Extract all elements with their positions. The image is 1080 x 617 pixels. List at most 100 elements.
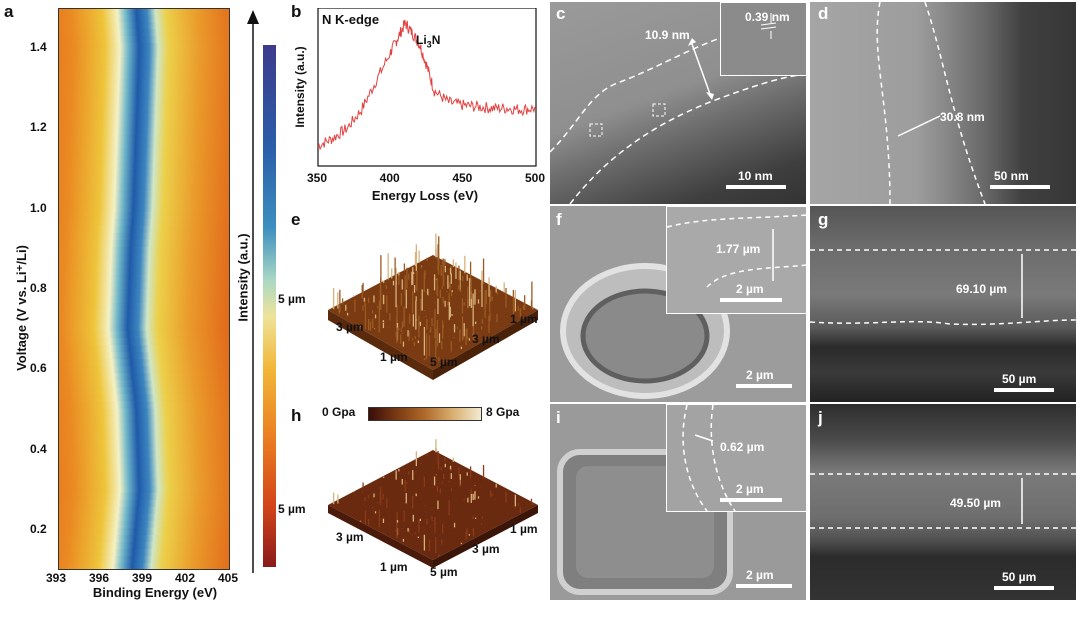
heatmap-row <box>58 29 230 37</box>
afm-axis-tick: 1 µm <box>510 522 538 536</box>
li3n-label-sub: 3 <box>426 39 432 50</box>
heatmap-row <box>58 43 230 51</box>
heatmap-row <box>58 548 230 557</box>
heatmap-row <box>58 22 230 30</box>
heatmap-row <box>58 183 230 192</box>
heatmap-row <box>58 85 230 93</box>
panel-label-g: g <box>818 210 829 229</box>
panel-label-f: f <box>556 210 562 229</box>
modulus-cbar-min: 0 Gpa <box>322 405 356 419</box>
scale-text-f: 2 µm <box>746 368 774 382</box>
heatmap-row <box>58 239 230 248</box>
heatmap-row <box>58 380 230 388</box>
scale-bar-g <box>994 388 1054 392</box>
heatmap-row <box>58 127 230 136</box>
heatmap-row <box>58 331 230 339</box>
heatmap-row <box>58 260 230 269</box>
heatmap-row <box>58 471 230 480</box>
heatmap-row <box>58 218 230 227</box>
heatmap-row <box>58 520 230 529</box>
panel-b-xlabel: Energy Loss (eV) <box>371 188 479 203</box>
heatmap-row <box>58 204 230 213</box>
colorbar-label: Intensity (a.u.) <box>235 233 251 322</box>
heatmap-row <box>58 352 230 360</box>
heatmap-row <box>58 169 230 178</box>
heatmap-row <box>58 492 230 501</box>
heatmap-row <box>58 296 230 304</box>
heatmap-row <box>58 387 230 395</box>
layer-thickness-label-g: 69.10 µm <box>956 282 1007 296</box>
panel-c-inset <box>720 2 806 76</box>
heatmap-row <box>58 64 230 72</box>
heatmap-row <box>58 562 230 570</box>
heatmap-row <box>58 436 230 445</box>
panel-b-annotation: N K-edge <box>322 12 380 27</box>
heatmap-row <box>58 134 230 143</box>
heatmap-row <box>58 478 230 487</box>
panel-h-afm-surface <box>328 439 538 568</box>
sei-thickness-label-f: 1.77 µm <box>716 242 761 256</box>
panel-a-ytick: 0.2 <box>30 521 47 536</box>
modulus-colorbar <box>368 407 482 421</box>
inset-scale-bar-f <box>720 298 782 302</box>
panel-f-sem-image: 1.77 µm 2 µm 2 µm <box>550 206 806 402</box>
panel-label-j: j <box>818 408 823 427</box>
panel-a-ytick: 0.6 <box>30 361 47 376</box>
afm-axis-tick: 5 µm <box>430 355 458 369</box>
heatmap-row <box>58 527 230 536</box>
inset-scale-text-f: 2 µm <box>736 282 764 296</box>
heatmap-row <box>58 8 230 16</box>
heatmap-row <box>58 534 230 543</box>
panel-label-e: e <box>291 210 301 229</box>
panel-j-sem-image: 49.50 µm 50 µm <box>810 404 1076 600</box>
panel-a-ytick: 1.2 <box>30 120 47 135</box>
heatmap-row <box>58 253 230 262</box>
heatmap-row <box>58 422 230 431</box>
panel-i-sem-image: 0.62 µm 2 µm 2 µm <box>550 404 806 600</box>
heatmap-row <box>58 303 230 311</box>
heatmap-row <box>58 457 230 466</box>
panel-a-ytick: 1.0 <box>30 200 47 215</box>
heatmap-row <box>58 310 230 318</box>
sei-thickness-label-c: 10.9 nm <box>645 28 690 42</box>
panel-a-xtick: 402 <box>175 571 196 585</box>
heatmap-row <box>58 373 230 381</box>
heatmap-row <box>58 366 230 374</box>
modulus-cbar-max: 8 Gpa <box>486 405 520 419</box>
heatmap-row <box>58 225 230 234</box>
panel-f-inset <box>666 206 806 314</box>
heatmap-row <box>58 429 230 438</box>
heatmap-row <box>58 232 230 241</box>
lattice-spacing-label: 0.39 nm <box>745 10 790 24</box>
panel-b-xtick: 450 <box>452 171 473 185</box>
panel-b-xtick: 400 <box>379 171 400 185</box>
heatmap-row <box>58 317 230 325</box>
afm-axis-tick: 3 µm <box>472 332 500 346</box>
panel-a-ytick: 0.4 <box>30 441 47 456</box>
panel-a-xtick: 393 <box>46 571 67 585</box>
panel-a-ylabel: Voltage (V vs. Li⁺/Li) <box>14 245 29 371</box>
heatmap-row <box>58 197 230 206</box>
panel-c-tem-image: 0.39 nm 10.9 nm 10 nm <box>550 2 806 204</box>
scale-bar-c <box>726 185 786 189</box>
scale-text-i: 2 µm <box>746 568 774 582</box>
heatmap-row <box>58 359 230 367</box>
scale-text-j: 50 µm <box>1002 570 1037 584</box>
sei-thickness-label-i: 0.62 µm <box>720 440 765 454</box>
panel-a-xtick: 399 <box>132 571 153 585</box>
heatmap-row <box>58 408 230 417</box>
layer-thickness-label-j: 49.50 µm <box>950 496 1001 510</box>
heatmap-row <box>58 485 230 494</box>
panel-i-inset <box>666 404 806 512</box>
afm-axis-tick: 5 µm <box>278 292 306 306</box>
scale-bar-d <box>990 185 1050 189</box>
heatmap-frame <box>58 8 230 570</box>
eels-spectrum-line <box>317 19 536 151</box>
panel-label-d: d <box>818 4 829 23</box>
afm-axis-tick: 3 µm <box>336 320 364 334</box>
heatmap-row <box>58 289 230 297</box>
heatmap-row <box>58 464 230 473</box>
heatmap-row <box>58 92 230 100</box>
panel-a-xlabel: Binding Energy (eV) <box>92 585 218 600</box>
heatmap-row <box>58 246 230 255</box>
